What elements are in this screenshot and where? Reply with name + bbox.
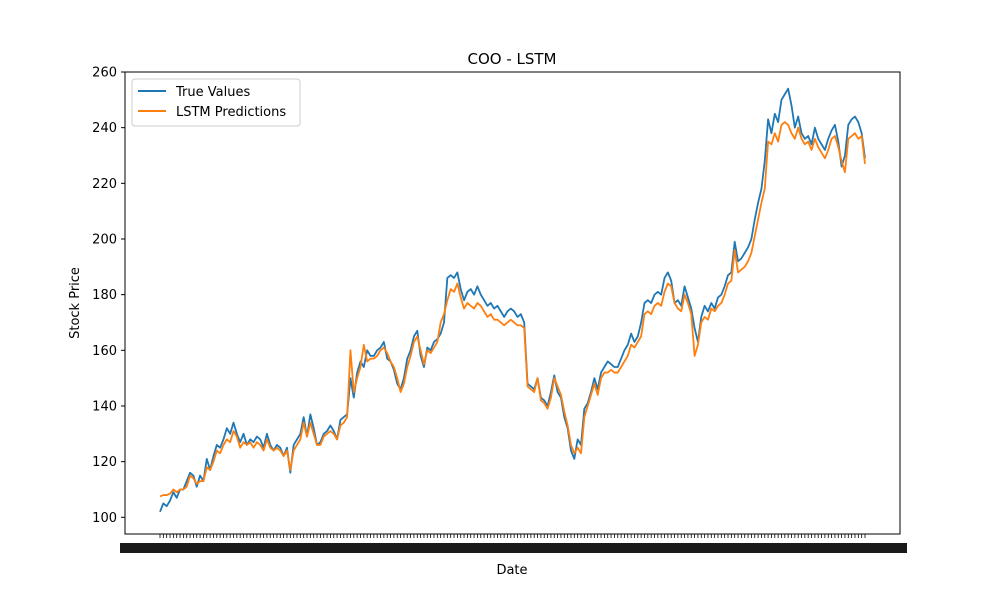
y-tick-label: 120 xyxy=(92,455,117,470)
x-tick-labels-overlap xyxy=(120,543,907,553)
y-axis: 100 120 140 160 180 200 220 240 260 xyxy=(92,66,125,526)
plot-frame xyxy=(124,71,901,535)
y-tick-label: 220 xyxy=(92,177,117,192)
legend-box xyxy=(131,78,301,127)
series-line-true-values xyxy=(159,87,866,513)
y-tick-label: 100 xyxy=(92,511,117,526)
y-tick-label: 180 xyxy=(92,288,117,303)
x-axis-label: Date xyxy=(496,563,527,578)
chart-title: COO - LSTM xyxy=(467,50,556,68)
legend-label-true-values: True Values xyxy=(175,85,250,100)
legend-label-lstm-predictions: LSTM Predictions xyxy=(176,105,286,120)
y-tick-label: 200 xyxy=(92,232,117,247)
legend: True Values LSTM Predictions xyxy=(131,78,301,127)
y-axis-label: Stock Price xyxy=(68,267,83,339)
series-line-lstm-predictions xyxy=(159,121,866,498)
y-tick-label: 140 xyxy=(92,399,117,414)
series-layer xyxy=(159,87,866,513)
y-tick-label: 160 xyxy=(92,344,117,359)
x-axis xyxy=(120,534,907,553)
y-tick-label: 240 xyxy=(92,121,117,136)
y-tick-label: 260 xyxy=(92,66,117,81)
